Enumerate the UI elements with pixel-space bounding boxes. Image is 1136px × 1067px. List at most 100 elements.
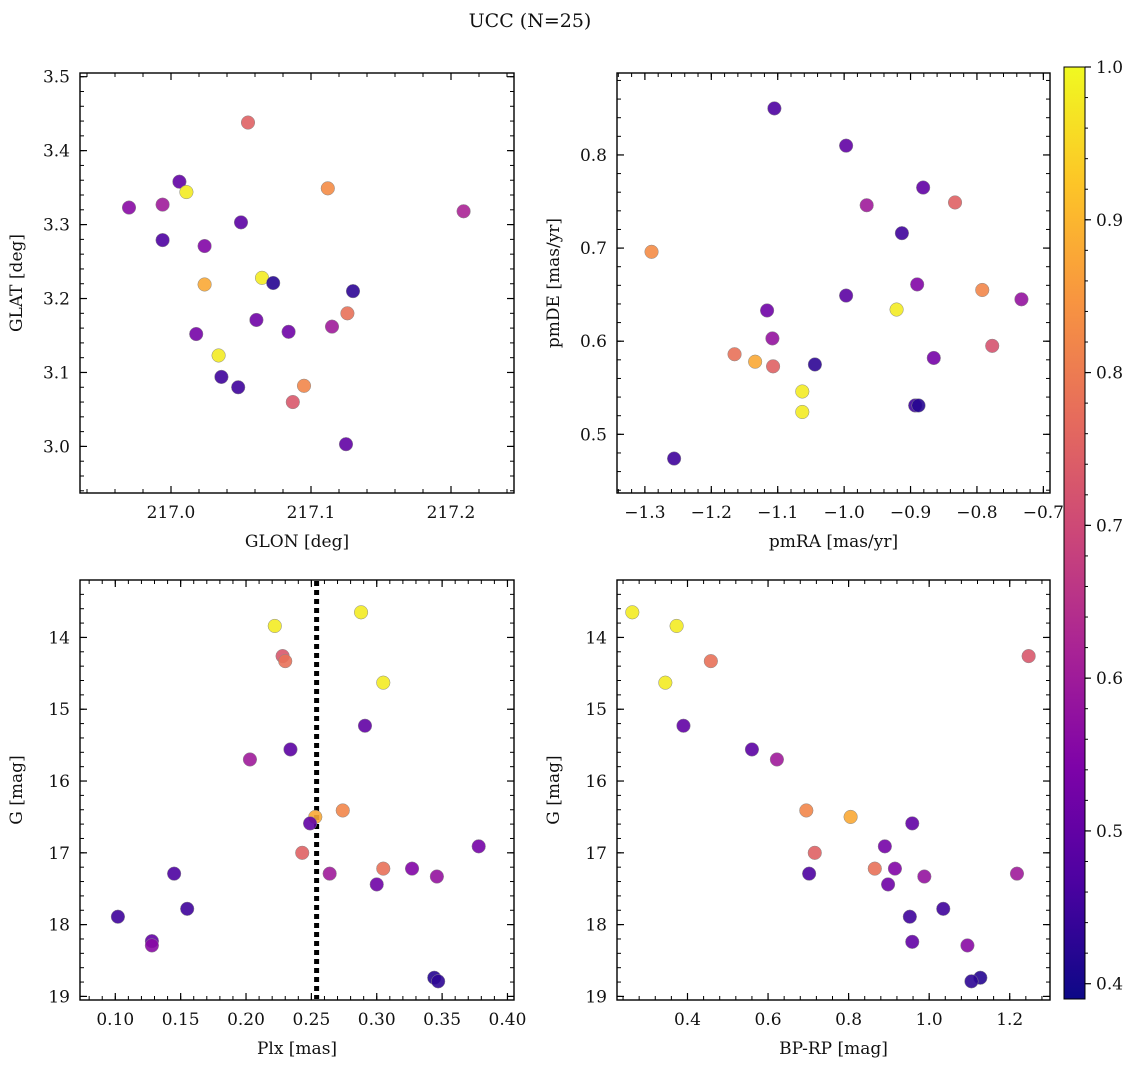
x-tick-label: 0.40	[489, 1010, 527, 1030]
x-tick-label: 0.20	[227, 1010, 265, 1030]
data-point	[766, 359, 781, 374]
x-tick-label: −0.9	[890, 503, 931, 523]
data-point	[266, 275, 281, 291]
plot-pmra-pmde: −1.3 −1.2 −1.1 −1.0 −0.9 −0.8 −0.7 0.5 0.6 0.7 0.8…	[544, 72, 1064, 552]
data-point	[911, 398, 926, 413]
data-point	[278, 654, 293, 669]
y-tick-label: 3.3	[43, 216, 70, 236]
colorbar-tick-label: 0.4	[1096, 975, 1123, 995]
data-point	[456, 204, 471, 219]
data-point	[121, 200, 137, 215]
data-point	[964, 974, 979, 989]
data-point	[905, 816, 920, 831]
data-point	[748, 354, 763, 369]
x-axis-label: GLON [deg]	[245, 532, 349, 552]
data-point	[180, 901, 195, 916]
data-point	[340, 306, 355, 321]
y-tick-label: 0.5	[580, 425, 607, 445]
data-point	[285, 394, 300, 410]
colorbar-tick-label: 0.7	[1096, 516, 1123, 536]
data-point	[338, 437, 354, 452]
data-point	[887, 861, 902, 876]
data-point	[807, 845, 822, 860]
x-tick-label: 0.6	[755, 1010, 782, 1030]
colorbar-tick-label: 0.9	[1096, 211, 1123, 231]
data-point	[902, 909, 917, 924]
y-axis-label: G [mag]	[7, 755, 27, 824]
data-point	[283, 742, 298, 757]
data-point	[404, 861, 420, 876]
data-point	[281, 324, 296, 339]
data-point	[345, 284, 361, 299]
x-axis-label: BP-RP [mag]	[779, 1039, 888, 1059]
data-point	[658, 675, 673, 690]
data-point	[324, 319, 340, 334]
data-point	[303, 816, 318, 831]
colorbar: 0.4 0.5 0.6 0.7 0.8 0.9 1.0	[1063, 58, 1123, 1000]
x-tick-label: 217.2	[427, 503, 476, 523]
data-point	[376, 861, 391, 876]
data-point	[231, 380, 246, 395]
data-point	[369, 877, 384, 892]
y-tick-label: 19	[585, 987, 607, 1007]
data-point	[807, 357, 822, 372]
data-point	[905, 934, 920, 949]
data-point	[947, 195, 963, 210]
x-axis-label: Plx [mas]	[257, 1039, 337, 1059]
x-tick-label: 217.1	[287, 503, 336, 523]
data-point	[877, 839, 892, 854]
x-tick-label: 0.30	[358, 1010, 396, 1030]
data-point	[267, 618, 282, 633]
data-point	[155, 197, 170, 212]
data-point	[669, 618, 684, 633]
data-point	[859, 198, 874, 213]
y-tick-label: 0.8	[580, 146, 607, 166]
data-point	[233, 215, 249, 230]
x-tick-label: 0.8	[835, 1010, 862, 1030]
data-point	[167, 866, 182, 881]
x-tick-label: 1.2	[996, 1010, 1023, 1030]
y-axis-label: GLAT [deg]	[7, 234, 27, 332]
data-point	[960, 938, 975, 953]
data-point	[769, 752, 784, 767]
data-point	[1009, 866, 1025, 881]
data-point	[767, 101, 782, 116]
x-tick-label: −1.3	[624, 503, 665, 523]
data-point	[322, 866, 337, 881]
colorbar-tick-label: 0.8	[1096, 364, 1123, 384]
data-point	[189, 326, 204, 342]
x-tick-label: 217.0	[147, 503, 196, 523]
plot-plx-g: 0.10 0.15 0.20 0.25 0.30 0.35 0.40 14 15 16 17 18 19…	[7, 579, 527, 1059]
data-point	[889, 302, 904, 317]
y-tick-label: 17	[585, 844, 607, 864]
data-point	[839, 138, 854, 153]
data-point	[975, 282, 990, 298]
colorbar-gradient	[1063, 66, 1086, 1000]
data-point	[376, 675, 391, 690]
data-point	[242, 752, 257, 767]
y-tick-label: 19	[48, 987, 70, 1007]
y-tick-label: 15	[585, 700, 607, 720]
colorbar-tick-label: 0.5	[1096, 822, 1123, 842]
x-axis-label: pmRA [mas/yr]	[769, 532, 898, 552]
x-tick-label: 1.0	[916, 1010, 943, 1030]
x-tick-label: −1.0	[823, 503, 864, 523]
data-point	[916, 180, 931, 195]
plot-frame	[79, 72, 515, 494]
y-tick-label: 0.6	[580, 332, 607, 352]
y-tick-label: 15	[48, 700, 70, 720]
colorbar-tick-label: 0.6	[1096, 669, 1123, 689]
x-tick-label: −0.8	[956, 503, 997, 523]
y-tick-label: 3.2	[43, 290, 70, 310]
data-point	[625, 605, 640, 620]
y-axis-label: pmDE [mas/yr]	[544, 218, 564, 348]
y-tick-label: 3.1	[43, 363, 70, 383]
data-point	[357, 718, 373, 733]
x-tick-label: 0.25	[292, 1010, 330, 1030]
x-tick-label: −0.7	[1023, 503, 1064, 523]
data-point	[644, 244, 659, 259]
data-point	[214, 369, 229, 384]
data-point	[335, 803, 350, 818]
data-point	[172, 174, 187, 189]
y-axis-label: G [mag]	[544, 755, 564, 824]
